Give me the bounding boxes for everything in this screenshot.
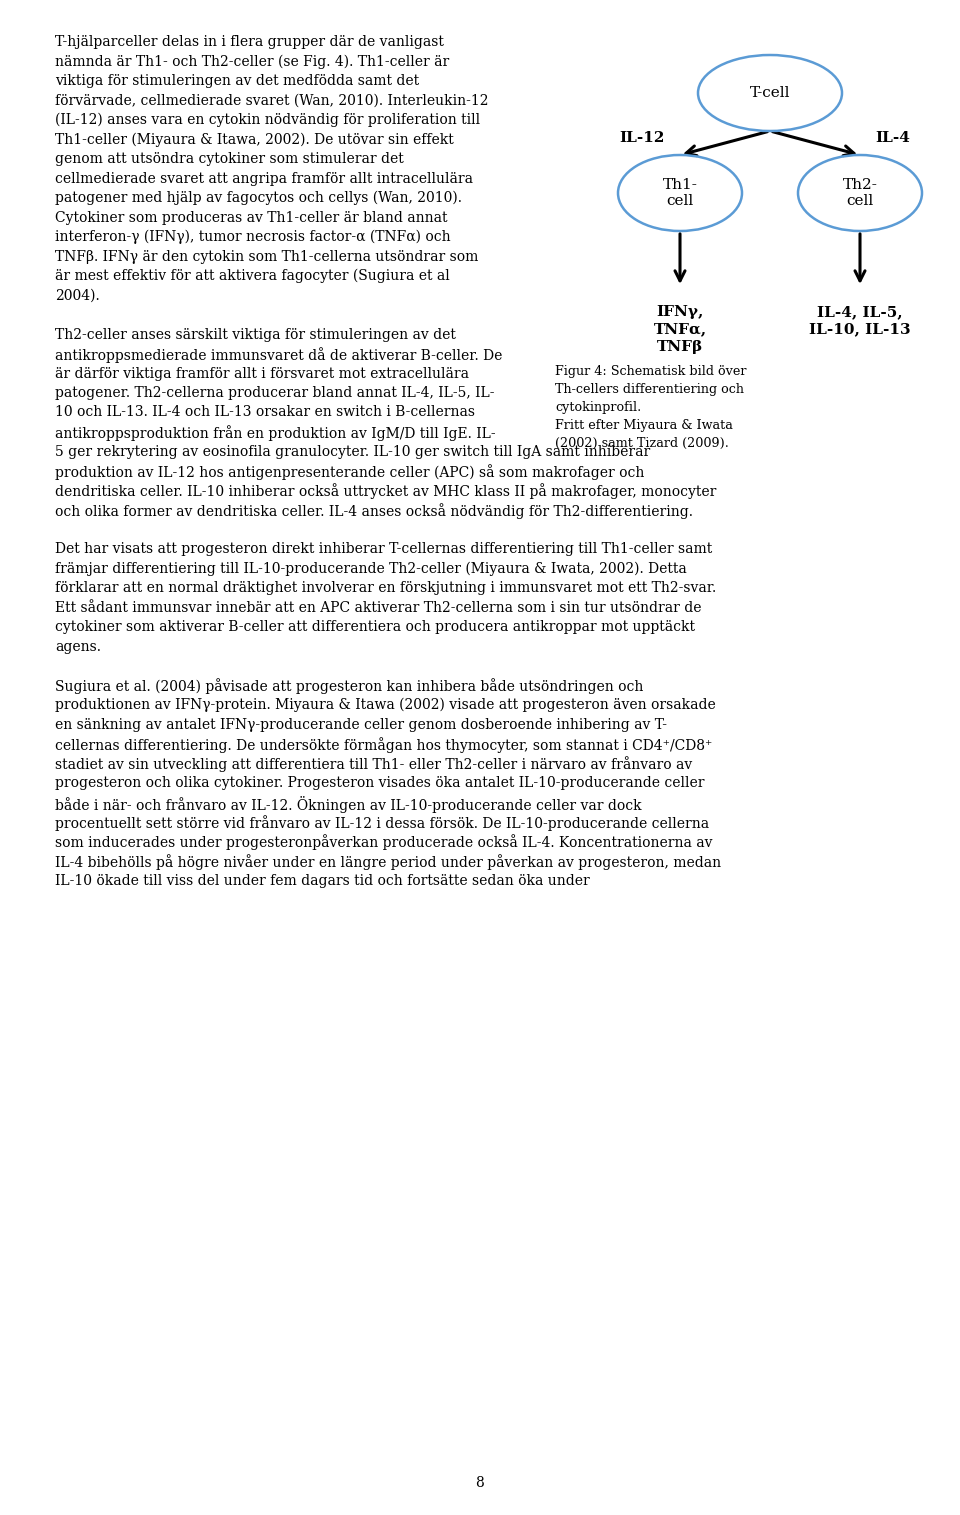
Text: antikroppsproduktion från en produktion av IgM/D till IgE. IL-: antikroppsproduktion från en produktion …	[55, 426, 495, 441]
Text: förklarar att en normal dräktighet involverar en förskjutning i immunsvaret mot : förklarar att en normal dräktighet invol…	[55, 580, 716, 595]
Text: som inducerades under progesteronpåverkan producerade också IL-4. Koncentratione: som inducerades under progesteronpåverka…	[55, 835, 712, 850]
Text: T-cell: T-cell	[750, 86, 790, 100]
Text: 5 ger rekrytering av eosinofila granulocyter. IL-10 ger switch till IgA samt inh: 5 ger rekrytering av eosinofila granuloc…	[55, 444, 650, 459]
Text: 2004).: 2004).	[55, 288, 100, 303]
Text: viktiga för stimuleringen av det medfödda samt det: viktiga för stimuleringen av det medfödd…	[55, 74, 420, 88]
Text: produktionen av IFNγ-protein. Miyaura & Itawa (2002) visade att progesteron även: produktionen av IFNγ-protein. Miyaura & …	[55, 698, 716, 712]
Text: 8: 8	[475, 1476, 485, 1489]
Text: Th1-
cell: Th1- cell	[662, 177, 697, 208]
Text: procentuellt sett större vid frånvaro av IL-12 i dessa försök. De IL-10-producer: procentuellt sett större vid frånvaro av…	[55, 815, 709, 830]
Text: 10 och IL-13. IL-4 och IL-13 orsakar en switch i B-cellernas: 10 och IL-13. IL-4 och IL-13 orsakar en …	[55, 406, 475, 420]
Text: en sänkning av antalet IFNγ-producerande celler genom dosberoende inhibering av : en sänkning av antalet IFNγ-producerande…	[55, 718, 667, 732]
Text: nämnda är Th1- och Th2-celler (se Fig. 4). Th1-celler är: nämnda är Th1- och Th2-celler (se Fig. 4…	[55, 55, 449, 68]
Text: IFNγ,
TNFα,
TNFβ: IFNγ, TNFα, TNFβ	[654, 305, 707, 353]
Text: stadiet av sin utveckling att differentiera till Th1- eller Th2-celler i närvaro: stadiet av sin utveckling att differenti…	[55, 756, 692, 773]
Text: Ett sådant immunsvar innebär att en APC aktiverar Th2-cellerna som i sin tur uts: Ett sådant immunsvar innebär att en APC …	[55, 600, 702, 615]
Text: Sugiura et al. (2004) påvisade att progesteron kan inhibera både utsöndringen oc: Sugiura et al. (2004) påvisade att proge…	[55, 679, 643, 694]
Text: förvärvade, cellmedierade svaret (Wan, 2010). Interleukin-12: förvärvade, cellmedierade svaret (Wan, 2…	[55, 94, 489, 108]
Text: interferon-γ (IFNγ), tumor necrosis factor-α (TNFα) och: interferon-γ (IFNγ), tumor necrosis fact…	[55, 230, 450, 244]
Text: cellmedierade svaret att angripa framför allt intracellulära: cellmedierade svaret att angripa framför…	[55, 171, 473, 185]
Text: Figur 4: Schematisk bild över: Figur 4: Schematisk bild över	[555, 365, 747, 379]
Text: Th2-celler anses särskilt viktiga för stimuleringen av det: Th2-celler anses särskilt viktiga för st…	[55, 327, 456, 341]
Text: cytokinprofil.: cytokinprofil.	[555, 401, 641, 414]
Text: patogener med hjälp av fagocytos och cellys (Wan, 2010).: patogener med hjälp av fagocytos och cel…	[55, 191, 462, 206]
Text: IL-4: IL-4	[875, 130, 910, 145]
Text: både i när- och frånvaro av IL-12. Ökningen av IL-10-producerande celler var doc: både i när- och frånvaro av IL-12. Öknin…	[55, 795, 641, 812]
Text: produktion av IL-12 hos antigenpresenterande celler (APC) så som makrofager och: produktion av IL-12 hos antigenpresenter…	[55, 464, 644, 480]
Text: TNFβ. IFNγ är den cytokin som Th1-cellerna utsöndrar som: TNFβ. IFNγ är den cytokin som Th1-celler…	[55, 250, 478, 264]
Text: genom att utsöndra cytokiner som stimulerar det: genom att utsöndra cytokiner som stimule…	[55, 152, 404, 167]
Text: cytokiner som aktiverar B-celler att differentiera och producera antikroppar mot: cytokiner som aktiverar B-celler att dif…	[55, 620, 695, 633]
Text: IL-4, IL-5,
IL-10, IL-13: IL-4, IL-5, IL-10, IL-13	[809, 305, 911, 336]
Text: Th2-
cell: Th2- cell	[843, 177, 877, 208]
Text: progesteron och olika cytokiner. Progesteron visades öka antalet IL-10-producera: progesteron och olika cytokiner. Progest…	[55, 776, 705, 789]
Text: IL-4 bibehölls på högre nivåer under en längre period under påverkan av progeste: IL-4 bibehölls på högre nivåer under en …	[55, 854, 721, 870]
Text: (2002) samt Tizard (2009).: (2002) samt Tizard (2009).	[555, 436, 729, 450]
Text: Det har visats att progesteron direkt inhiberar T-cellernas differentiering till: Det har visats att progesteron direkt in…	[55, 542, 712, 556]
Text: Fritt efter Miyaura & Iwata: Fritt efter Miyaura & Iwata	[555, 418, 732, 432]
Text: främjar differentiering till IL-10-producerande Th2-celler (Miyaura & Iwata, 200: främjar differentiering till IL-10-produ…	[55, 562, 686, 576]
Text: patogener. Th2-cellerna producerar bland annat IL-4, IL-5, IL-: patogener. Th2-cellerna producerar bland…	[55, 386, 494, 400]
Text: cellernas differentiering. De undersökte förmågan hos thymocyter, som stannat i : cellernas differentiering. De undersökte…	[55, 736, 712, 753]
Text: (IL-12) anses vara en cytokin nödvändig för proliferation till: (IL-12) anses vara en cytokin nödvändig …	[55, 114, 480, 127]
Text: agens.: agens.	[55, 639, 101, 653]
Text: och olika former av dendritiska celler. IL-4 anses också nödvändig för Th2-diffe: och olika former av dendritiska celler. …	[55, 503, 693, 518]
Text: Th1-celler (Miyaura & Itawa, 2002). De utövar sin effekt: Th1-celler (Miyaura & Itawa, 2002). De u…	[55, 132, 454, 147]
Text: T-hjälparceller delas in i flera grupper där de vanligast: T-hjälparceller delas in i flera grupper…	[55, 35, 444, 48]
Text: IL-12: IL-12	[619, 130, 665, 145]
Text: Th-cellers differentiering och: Th-cellers differentiering och	[555, 383, 744, 395]
Text: dendritiska celler. IL-10 inhiberar också uttrycket av MHC klass II på makrofage: dendritiska celler. IL-10 inhiberar ocks…	[55, 483, 716, 500]
Text: antikroppsmedierade immunsvaret då de aktiverar B-celler. De: antikroppsmedierade immunsvaret då de ak…	[55, 347, 502, 364]
Text: Cytokiner som produceras av Th1-celler är bland annat: Cytokiner som produceras av Th1-celler ä…	[55, 211, 447, 224]
Text: är mest effektiv för att aktivera fagocyter (Sugiura et al: är mest effektiv för att aktivera fagocy…	[55, 270, 449, 283]
Text: är därför viktiga framför allt i försvaret mot extracellulära: är därför viktiga framför allt i försvar…	[55, 367, 469, 380]
Text: IL-10 ökade till viss del under fem dagars tid och fortsätte sedan öka under: IL-10 ökade till viss del under fem daga…	[55, 874, 589, 888]
